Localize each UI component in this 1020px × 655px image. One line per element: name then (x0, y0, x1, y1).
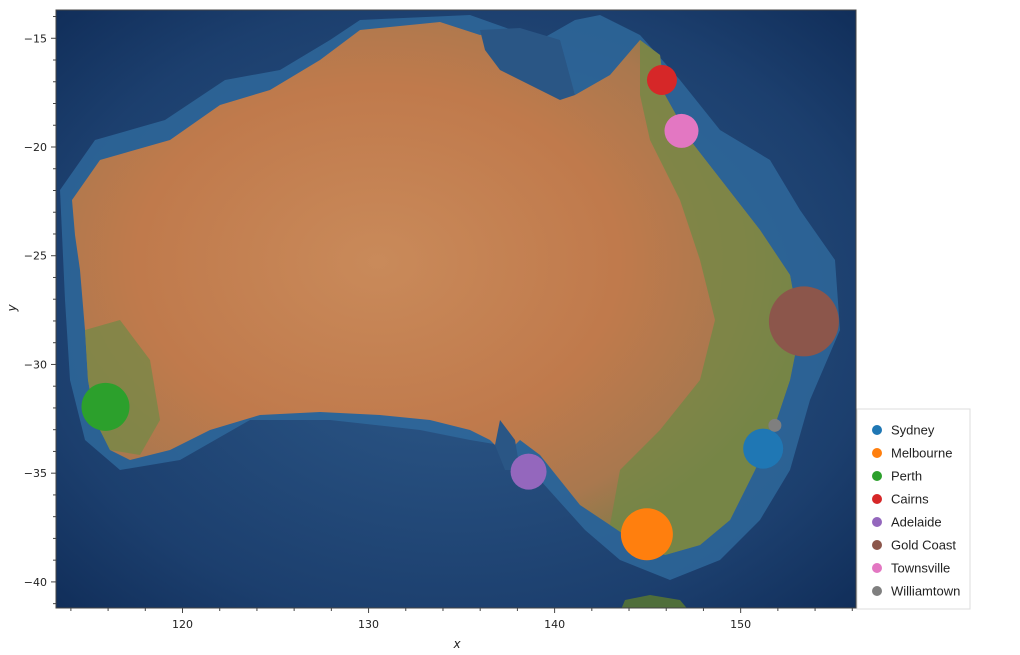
legend-box (856, 408, 971, 610)
point-williamtown[interactable] (768, 418, 782, 432)
point-adelaide[interactable] (510, 453, 547, 490)
green-coast-east (610, 40, 800, 555)
legend-label: Townsville (891, 561, 950, 576)
y-tick-label: −25 (24, 250, 47, 263)
x-tick-label: 130 (358, 618, 379, 631)
gulf-of-carpentaria (480, 28, 575, 100)
legend-label: Gold Coast (891, 538, 956, 553)
y-tick-label: −20 (24, 141, 47, 154)
australia-landmass (72, 22, 800, 555)
legend-label: Williamtown (891, 584, 960, 599)
legend-marker (872, 425, 882, 435)
map-background (56, 10, 856, 608)
point-sydney[interactable] (743, 428, 784, 469)
y-tick-label: −35 (24, 467, 47, 480)
x-axis: 120 130 140 150 (70, 608, 853, 631)
x-tick-label: 120 (172, 618, 193, 631)
y-tick-label: −30 (24, 358, 47, 371)
y-tick-label: −40 (24, 576, 47, 589)
legend-marker (872, 471, 882, 481)
legend-label: Cairns (891, 492, 929, 507)
point-melbourne[interactable] (620, 508, 673, 561)
spencer-gulf (495, 420, 520, 470)
tasmania (621, 595, 687, 608)
point-cairns[interactable] (646, 65, 677, 96)
point-townsville[interactable] (664, 113, 699, 148)
legend-label: Adelaide (891, 515, 942, 530)
legend-marker (872, 540, 882, 550)
point-perth[interactable] (81, 382, 130, 431)
x-tick-label: 140 (544, 618, 565, 631)
plot-frame (55, 9, 857, 609)
legend-marker (872, 494, 882, 504)
legend-label: Perth (891, 469, 922, 484)
y-tick-label: −15 (24, 32, 47, 45)
legend-marker (872, 517, 882, 527)
legend-marker (872, 586, 882, 596)
y-axis: −15 −20 −25 −30 −35 −40 (24, 16, 56, 605)
x-tick-label: 150 (730, 618, 751, 631)
legend-marker (872, 448, 882, 458)
scatter-points (81, 65, 839, 561)
legend-label: Sydney (891, 423, 935, 438)
legend-label: Melbourne (891, 446, 952, 461)
point-gold-coast[interactable] (768, 286, 839, 357)
legend-marker (872, 563, 882, 573)
y-axis-label: y (5, 304, 19, 313)
legend: Sydney Melbourne Perth Cairns Adelaide Gold C… (856, 408, 971, 610)
x-axis-label: x (452, 637, 461, 651)
